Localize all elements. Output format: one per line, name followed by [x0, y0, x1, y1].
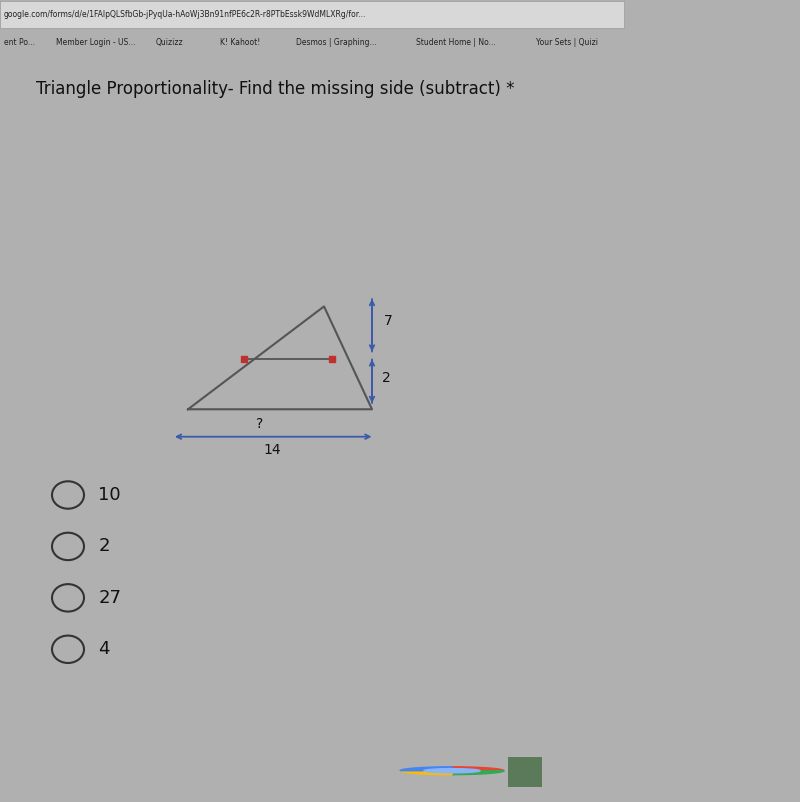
Text: Quizizz: Quizizz	[156, 38, 184, 47]
Text: 2: 2	[382, 371, 391, 386]
Text: 7: 7	[384, 314, 393, 328]
Polygon shape	[452, 767, 504, 771]
Text: 10: 10	[98, 486, 121, 504]
Text: Student Home | No...: Student Home | No...	[416, 38, 496, 47]
Text: Your Sets | Quizi: Your Sets | Quizi	[536, 38, 598, 47]
Text: 4: 4	[98, 640, 110, 658]
Text: Member Login - US...: Member Login - US...	[56, 38, 135, 47]
Text: ent Po...: ent Po...	[4, 38, 35, 47]
Bar	[508, 757, 542, 787]
Text: K! Kahoot!: K! Kahoot!	[220, 38, 260, 47]
Text: google.com/forms/d/e/1FAlpQLSfbGb-jPyqUa-hAoWj3Bn91nfPE6c2R-r8PTbEssk9WdMLXRg/fo: google.com/forms/d/e/1FAlpQLSfbGb-jPyqUa…	[4, 10, 366, 18]
Text: Desmos | Graphing...: Desmos | Graphing...	[296, 38, 377, 47]
Text: 27: 27	[98, 589, 122, 607]
Text: Triangle Proportionality- Find the missing side (subtract) *: Triangle Proportionality- Find the missi…	[36, 80, 514, 98]
Polygon shape	[400, 771, 452, 775]
Text: 14: 14	[263, 444, 281, 457]
Circle shape	[424, 768, 480, 773]
Text: ?: ?	[256, 417, 263, 431]
Bar	[0, 2, 624, 28]
Polygon shape	[400, 767, 452, 771]
Polygon shape	[452, 771, 504, 775]
Text: 2: 2	[98, 537, 110, 556]
